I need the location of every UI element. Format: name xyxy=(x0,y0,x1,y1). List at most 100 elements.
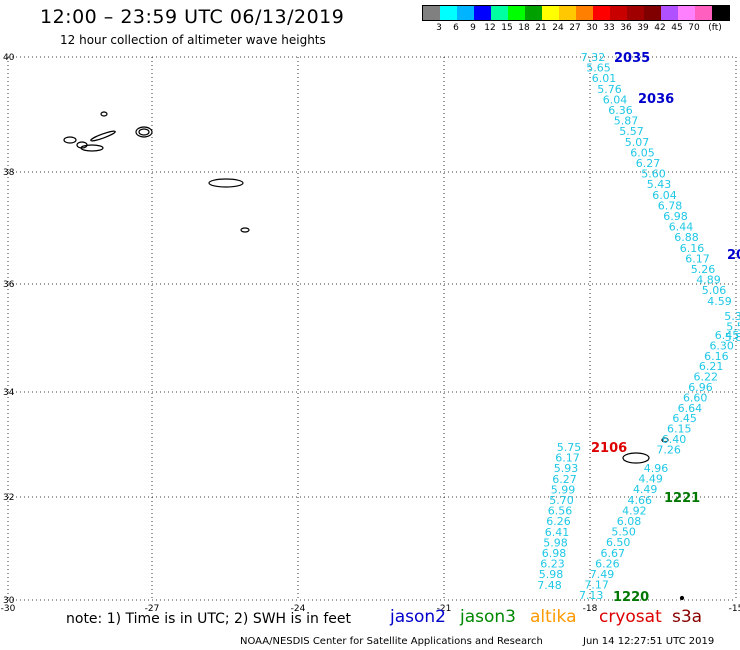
wave-height-value: 6.41 xyxy=(545,526,570,539)
color-scale-tick: 27 xyxy=(569,23,581,33)
map-title: 12:00 – 23:59 UTC 06/13/2019 xyxy=(40,6,345,28)
color-scale-tick: 42 xyxy=(654,23,666,33)
wave-height-value: 6.40 xyxy=(662,433,687,446)
legend-cryosat: cryosat xyxy=(599,607,662,627)
lat-tick-label: 30 xyxy=(3,596,15,606)
color-swatch xyxy=(559,6,576,20)
island-santa-maria xyxy=(240,227,250,233)
axis-labels: -30 -27 -24 -21 -18 -15 40 38 36 34 32 30 xyxy=(1,53,740,614)
wave-height-value: 6.60 xyxy=(683,391,708,404)
color-scale-tick: 45 xyxy=(671,23,683,33)
color-swatch xyxy=(678,6,695,20)
wave-height-value: 6.27 xyxy=(552,473,577,486)
color-scale-ticks: 3 6 9 12 15 18 21 24 27 30 33 36 39 42 45 70 (ft) xyxy=(422,21,730,33)
wave-height-value: 6.16 xyxy=(680,242,705,255)
lon-tick-label: -18 xyxy=(583,604,598,614)
color-scale-tick: 9 xyxy=(470,23,476,33)
pass-time-label: 20 xyxy=(727,248,740,263)
lon-tick-label: -15 xyxy=(729,604,740,614)
color-swatch xyxy=(474,6,491,20)
legend-altika: altika xyxy=(530,607,577,627)
wave-height-value: 6.05 xyxy=(630,146,655,159)
wave-height-value: 5.75 xyxy=(557,441,582,454)
island-selvagens xyxy=(679,595,685,601)
color-scale-tick: 24 xyxy=(552,23,564,33)
wave-height-value: 4.89 xyxy=(696,274,721,287)
wave-height-value: 6.96 xyxy=(688,381,713,394)
wave-height-value: 7.48 xyxy=(537,579,562,592)
wave-height-value: 7.26 xyxy=(656,443,681,456)
color-swatch xyxy=(593,6,610,20)
island-sao-jorge xyxy=(90,130,116,142)
wave-height-value: 4.59 xyxy=(707,295,732,308)
wave-height-value: 7.13 xyxy=(579,589,604,602)
lat-tick-label: 32 xyxy=(3,493,14,503)
wave-height-value: 6.45 xyxy=(715,329,740,342)
lon-tick-label: -27 xyxy=(145,604,160,614)
wave-height-value: 4.96 xyxy=(644,462,669,475)
wave-height-value: 6.04 xyxy=(652,189,677,202)
legend-s3a: s3a xyxy=(672,607,703,627)
legend-jason2: jason2 xyxy=(390,607,446,627)
lat-tick-label: 38 xyxy=(3,168,15,178)
pass-time-label: 1220 xyxy=(613,590,649,605)
color-swatch xyxy=(423,6,440,20)
wave-height-value: 6.98 xyxy=(542,547,567,560)
wave-height-value: 6.21 xyxy=(699,360,724,373)
wave-height-value: 6.04 xyxy=(603,93,628,106)
lon-tick-label: -21 xyxy=(437,604,452,614)
wave-height-value: 4.92 xyxy=(622,504,647,517)
color-scale-tick: 21 xyxy=(535,23,547,33)
wave-height-value: 4.66 xyxy=(628,494,653,507)
lat-tick-label: 36 xyxy=(3,280,15,290)
wave-height-value: 6.22 xyxy=(694,371,719,384)
wave-height-value: 5.06 xyxy=(702,284,727,297)
color-scale-tick: 33 xyxy=(603,23,615,33)
wave-height-value: 6.27 xyxy=(636,157,661,170)
island-flores xyxy=(63,136,77,144)
pass-time-label: 2035 xyxy=(614,51,650,66)
wave-height-value: 7.49 xyxy=(590,568,615,581)
wave-height-value: 6.78 xyxy=(658,199,683,212)
color-scale-legend: 3 6 9 12 15 18 21 24 27 30 33 36 39 42 45 70 (ft) xyxy=(422,5,730,33)
island-madeira xyxy=(622,452,650,464)
island-sao-miguel xyxy=(208,178,244,188)
map-gridlines xyxy=(7,56,737,601)
wave-height-value: 5.70 xyxy=(549,494,574,507)
wave-height-value: 6.17 xyxy=(555,452,580,465)
credit-text: NOAA/NESDIS Center for Satellite Applica… xyxy=(240,636,543,647)
wave-height-value: 6.36 xyxy=(608,104,633,117)
wave-height-value: 5.99 xyxy=(551,483,576,496)
color-swatch xyxy=(661,6,678,20)
color-scale-tick: 6 xyxy=(453,23,459,33)
color-swatch xyxy=(695,6,712,20)
wave-height-value: 5.76 xyxy=(597,83,622,96)
wave-height-value: 5.50 xyxy=(611,526,636,539)
wave-height-value: 5.60 xyxy=(641,168,666,181)
island-terceira xyxy=(138,128,150,136)
color-swatch xyxy=(542,6,559,20)
lat-tick-label: 34 xyxy=(3,388,15,398)
color-swatch xyxy=(627,6,644,20)
color-scale-tick: 12 xyxy=(484,23,496,33)
color-scale-tick: 70 xyxy=(688,23,700,33)
wave-height-value: 5.93 xyxy=(554,462,579,475)
color-scale-tick: 30 xyxy=(586,23,598,33)
lon-tick-label: -30 xyxy=(1,604,16,614)
color-scale-tick: 18 xyxy=(518,23,530,33)
color-swatch xyxy=(525,6,542,20)
wave-height-value: 6.15 xyxy=(667,423,692,436)
color-scale-tick: (ft) xyxy=(708,23,722,33)
map-note: note: 1) Time is in UTC; 2) SWH is in fe… xyxy=(66,611,352,627)
wave-height-value: 5.07 xyxy=(625,136,650,149)
color-swatch xyxy=(712,6,729,20)
wave-height-value: 6.26 xyxy=(595,557,620,570)
legend-jason3: jason3 xyxy=(460,607,516,627)
island-graciosa xyxy=(135,126,153,138)
wave-height-value: 6.45 xyxy=(672,412,697,425)
color-swatch xyxy=(576,6,593,20)
lon-tick-label: -24 xyxy=(291,604,306,614)
wave-height-value: 6.01 xyxy=(592,72,617,85)
wave-height-value: 5.43 xyxy=(647,178,672,191)
